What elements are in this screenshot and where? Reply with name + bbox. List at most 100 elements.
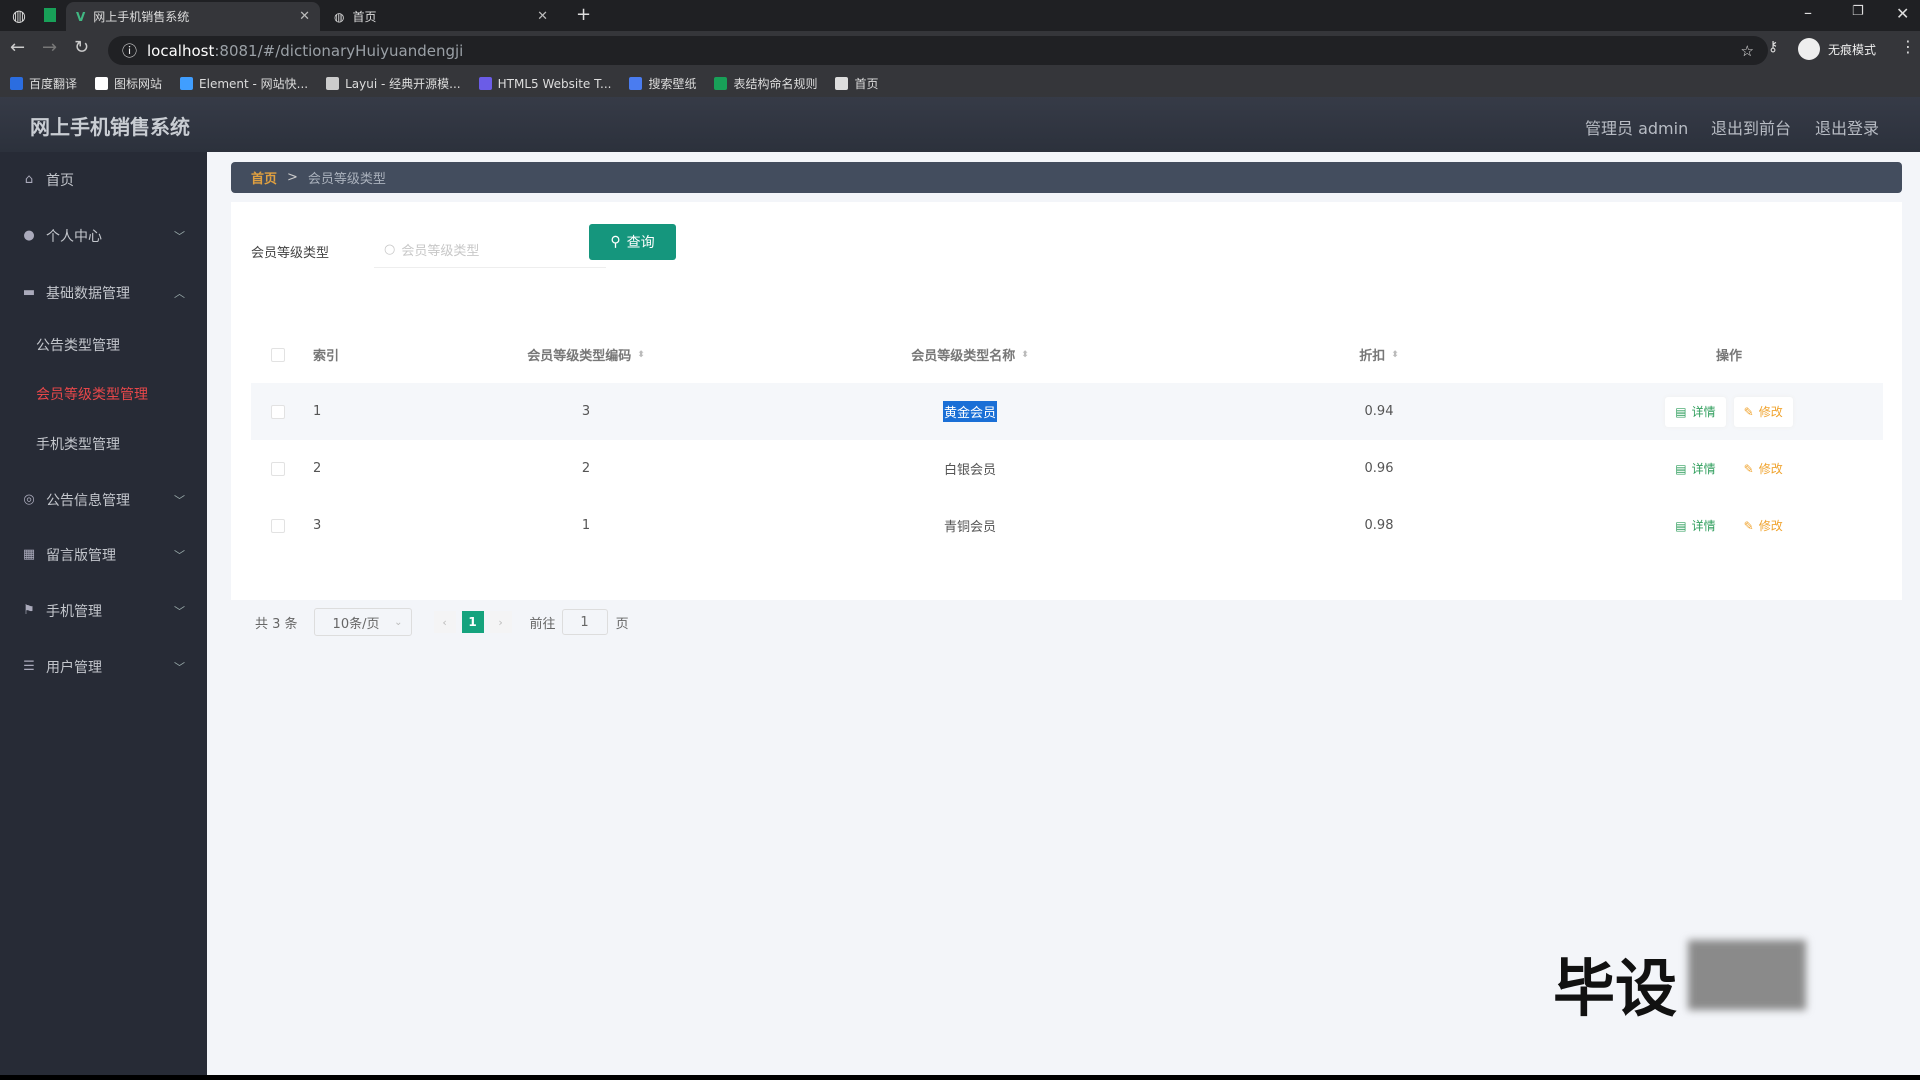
chevron-icon[interactable]: ﹀ [174, 549, 185, 562]
bookmark-icon [835, 77, 849, 90]
bookmark-icon [10, 77, 23, 90]
bookmark-item[interactable]: 首页 [835, 75, 879, 92]
reload-button[interactable]: ↻ [74, 37, 90, 58]
chevron-icon[interactable]: ﹀ [174, 605, 185, 618]
row-checkbox[interactable] [271, 518, 285, 533]
detail-button[interactable]: ▤ 详情 [1665, 396, 1726, 427]
new-tab-button[interactable]: + [576, 4, 592, 25]
bookmark-icon [326, 77, 340, 90]
close-tab-icon[interactable]: ✕ [537, 9, 548, 24]
bookmark-item[interactable]: HTML5 Website T... [478, 77, 611, 91]
goto-page-input[interactable]: 1 [561, 609, 608, 635]
circle-icon: ◎ [23, 492, 35, 507]
chevron-icon[interactable]: ﹀ [174, 230, 185, 243]
blurred-region [1688, 940, 1806, 1010]
sidebar-item[interactable]: ☰ 用户管理 ﹀ [23, 659, 185, 677]
sidebar-item[interactable]: ● 个人中心 ﹀ [23, 228, 185, 246]
column-header[interactable]: 折扣 [1359, 349, 1386, 364]
table-row: 1 3 黄金会员 0.94 ▤ 详情 ✎ 修改 [251, 383, 1883, 440]
tab-app[interactable]: V 网上手机销售系统 ✕ [66, 2, 320, 31]
search-icon: ○ [384, 242, 396, 257]
sidebar-item[interactable]: ⚑ 手机管理 ﹀ [23, 603, 185, 621]
close-window-button[interactable]: ✕ [1896, 4, 1910, 23]
breadcrumb-current: 会员等级类型 [307, 172, 386, 187]
back-button[interactable]: ← [10, 37, 26, 58]
cell-code: 1 [581, 518, 591, 533]
bookmark-item[interactable]: 百度翻译 [10, 75, 77, 92]
close-tab-icon[interactable]: ✕ [299, 9, 310, 24]
chevron-icon[interactable]: ﹀ [174, 661, 185, 674]
prev-page-button[interactable]: ‹ [433, 611, 456, 633]
cell-name: 黄金会员 [942, 401, 997, 422]
page-1-button[interactable]: 1 [461, 611, 484, 633]
incognito-icon [1798, 38, 1820, 60]
bookmark-item[interactable]: 表结构命名规则 [714, 75, 817, 92]
search-icon: ⚲ [610, 234, 621, 250]
breadcrumb-home[interactable]: 首页 [251, 172, 278, 187]
cell-index: 3 [313, 518, 322, 533]
restore-button[interactable]: ❐ [1852, 4, 1864, 19]
star-icon[interactable]: ☆ [1740, 41, 1754, 60]
sidebar-item[interactable]: 手机类型管理 [36, 437, 120, 453]
chevron-icon[interactable]: ︿ [174, 287, 185, 300]
row-checkbox[interactable] [271, 461, 285, 476]
chevron-icon[interactable]: ﹀ [174, 494, 185, 507]
cell-name: 青铜会员 [943, 520, 996, 535]
forward-button[interactable]: → [42, 37, 58, 58]
minimize-button[interactable]: – [1804, 3, 1812, 22]
edit-button[interactable]: ✎ 修改 [1743, 518, 1783, 534]
cell-discount: 0.96 [1364, 461, 1394, 476]
bookmark-item[interactable]: Layui - 经典开源模... [326, 75, 461, 92]
front-link[interactable]: 退出到前台 [1711, 119, 1792, 138]
edit-button[interactable]: ✎ 修改 [1743, 461, 1783, 477]
sort-icon[interactable]: ⬍ [1021, 349, 1029, 360]
globe-icon: ◍ [12, 6, 26, 25]
sidebar-item[interactable]: ⌂ 首页 [0, 160, 207, 200]
sort-icon[interactable]: ⬍ [1391, 349, 1399, 360]
bookmark-icon [180, 77, 194, 90]
bookmark-icon [95, 77, 109, 90]
page-size-select[interactable]: 10条/页 ⌄ [313, 608, 412, 636]
sidebar: ⌂ 首页 ● 个人中心 ﹀ ▬ 基础数据管理 ︿ 公告类型管理会员等级类型管理 手机类型管理 ◎ 公告… [0, 152, 207, 1075]
sort-icon[interactable]: ⬍ [637, 349, 645, 360]
main-content: 首页 > 会员等级类型 会员等级类型 ○ 会员等级类型 ⚲ 查询 索引 会员等级类型编… [207, 152, 1920, 1075]
sliders-icon: ☰ [23, 659, 35, 674]
edit-button[interactable]: ✎ 修改 [1733, 396, 1793, 427]
bookmark-icon [629, 77, 643, 90]
sidebar-item[interactable]: ▬ 基础数据管理 ︿ [22, 285, 185, 303]
document-icon: ▤ [1675, 404, 1687, 419]
bookmark-item[interactable]: Element - 网站快... [180, 75, 308, 92]
cell-code: 3 [581, 404, 591, 419]
cell-discount: 0.98 [1364, 518, 1394, 533]
select-all-checkbox[interactable] [271, 347, 285, 362]
sidebar-item[interactable]: 公告类型管理 [36, 338, 120, 354]
sheets-icon [44, 8, 56, 22]
query-button[interactable]: ⚲ 查询 [589, 224, 676, 260]
column-header[interactable]: 会员等级类型编码 [527, 349, 632, 364]
detail-button[interactable]: ▤ 详情 [1675, 518, 1716, 534]
menu-icon[interactable]: ⋮ [1900, 37, 1916, 56]
url-input[interactable]: ⓘ localhost:8081/#/dictionaryHuiyuandengj… [108, 36, 1768, 65]
bookmarks-bar: 百度翻译 图标网站 Element - 网站快... Layui - 经典开源模...… [0, 70, 1920, 97]
tab-home[interactable]: ◍ 首页 ✕ [334, 9, 548, 24]
key-icon[interactable]: ⚷ [1768, 39, 1779, 55]
detail-button[interactable]: ▤ 详情 [1675, 461, 1716, 477]
next-page-button[interactable]: › [489, 611, 512, 633]
bookmark-item[interactable]: 图标网站 [95, 75, 162, 92]
column-header[interactable]: 会员等级类型名称 [911, 349, 1016, 364]
table-row: 2 2 白银会员 0.96 ▤ 详情 ✎ 修改 [251, 440, 1883, 497]
search-input[interactable]: ○ 会员等级类型 [374, 232, 606, 268]
logout-link[interactable]: 退出登录 [1815, 119, 1880, 138]
content-card: 会员等级类型 ○ 会员等级类型 ⚲ 查询 索引 会员等级类型编码 ⬍ 会员等级类型名称 ⬍ 折… [231, 202, 1902, 636]
search-label: 会员等级类型 [251, 246, 330, 261]
app-title: 网上手机销售系统 [30, 115, 190, 139]
row-checkbox[interactable] [271, 404, 285, 419]
edit-icon: ✎ [1743, 461, 1754, 476]
edit-icon: ✎ [1743, 518, 1754, 533]
sidebar-item[interactable]: ▦ 留言版管理 ﹀ [22, 547, 185, 565]
sidebar-item[interactable]: 会员等级类型管理 [36, 387, 148, 403]
sidebar-item[interactable]: ◎ 公告信息管理 ﹀ [23, 492, 185, 510]
bookmark-item[interactable]: 搜索壁纸 [629, 75, 696, 92]
table-row: 3 1 青铜会员 0.98 ▤ 详情 ✎ 修改 [251, 497, 1883, 554]
column-header: 操作 [1715, 349, 1742, 364]
